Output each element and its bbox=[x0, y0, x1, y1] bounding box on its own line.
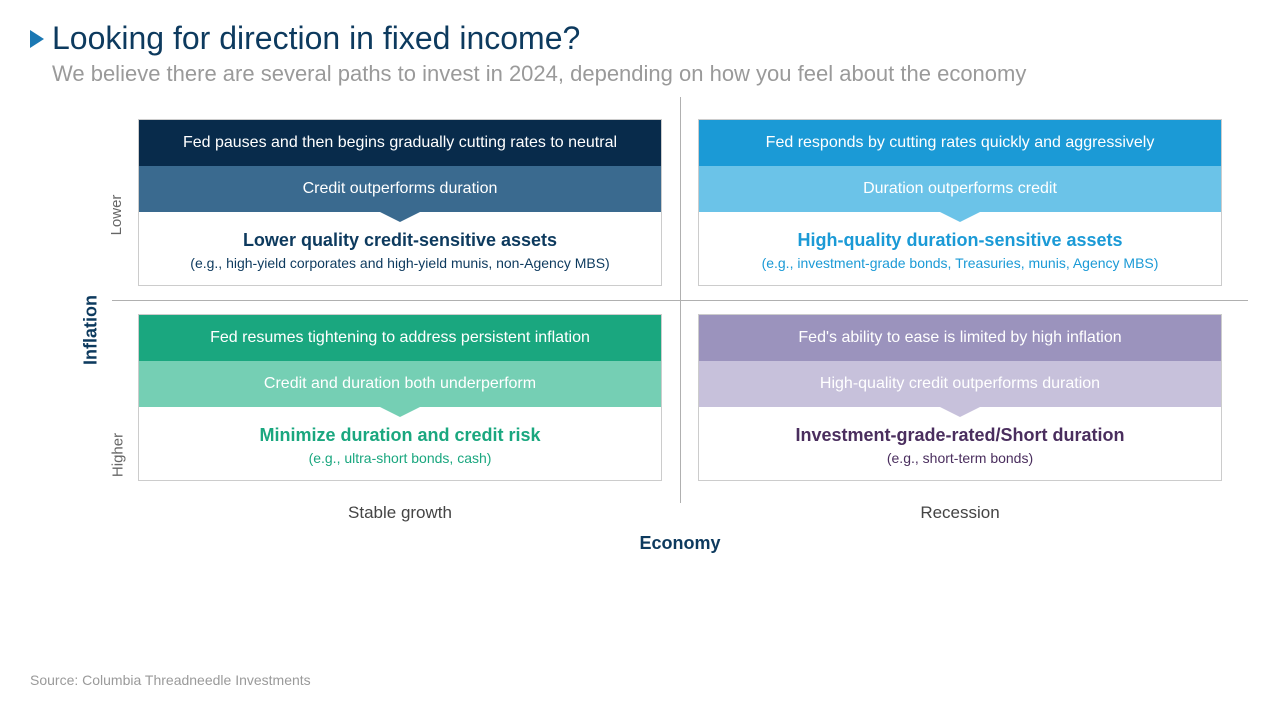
source-text: Source: Columbia Threadneedle Investment… bbox=[30, 672, 311, 688]
quadrant-top-right: Fed responds by cutting rates quickly an… bbox=[680, 105, 1240, 300]
bl-row3: Minimize duration and credit risk (e.g.,… bbox=[139, 407, 661, 480]
br-row1: Fed's ability to ease is limited by high… bbox=[699, 315, 1221, 361]
quadrant-bottom-right: Fed's ability to ease is limited by high… bbox=[680, 300, 1240, 495]
br-row2: High-quality credit outperforms duration bbox=[699, 361, 1221, 407]
br-bold: Investment-grade-rated/Short duration bbox=[707, 425, 1213, 446]
tr-bold: High-quality duration-sensitive assets bbox=[707, 230, 1213, 251]
y-axis-label: Inflation bbox=[81, 295, 102, 365]
br-sub: (e.g., short-term bonds) bbox=[707, 450, 1213, 466]
bl-row2: Credit and duration both underperform bbox=[139, 361, 661, 407]
tl-sub: (e.g., high-yield corporates and high-yi… bbox=[147, 255, 653, 271]
x-axis-ticks: Stable growth Recession bbox=[120, 503, 1240, 523]
tl-bold: Lower quality credit-sensitive assets bbox=[147, 230, 653, 251]
x-tick-right: Recession bbox=[680, 503, 1240, 523]
quadrant-top-left: Fed pauses and then begins gradually cut… bbox=[120, 105, 680, 300]
bl-bold: Minimize duration and credit risk bbox=[147, 425, 653, 446]
bl-row1: Fed resumes tightening to address persis… bbox=[139, 315, 661, 361]
quadrant-bottom-left: Fed resumes tightening to address persis… bbox=[120, 300, 680, 495]
matrix-container: Inflation Lower Higher Fed pauses and th… bbox=[120, 105, 1250, 554]
x-tick-left: Stable growth bbox=[120, 503, 680, 523]
x-axis-label: Economy bbox=[120, 533, 1240, 554]
tl-row2: Credit outperforms duration bbox=[139, 166, 661, 212]
bl-sub: (e.g., ultra-short bonds, cash) bbox=[147, 450, 653, 466]
tl-row3: Lower quality credit-sensitive assets (e… bbox=[139, 212, 661, 285]
title-arrow-icon bbox=[30, 30, 44, 48]
tl-row1: Fed pauses and then begins gradually cut… bbox=[139, 120, 661, 166]
header: Looking for direction in fixed income? W… bbox=[30, 20, 1250, 87]
br-row3: Investment-grade-rated/Short duration (e… bbox=[699, 407, 1221, 480]
tr-row3: High-quality duration-sensitive assets (… bbox=[699, 212, 1221, 285]
tr-row1: Fed responds by cutting rates quickly an… bbox=[699, 120, 1221, 166]
page-title: Looking for direction in fixed income? bbox=[52, 20, 580, 57]
quadrant-grid: Fed pauses and then begins gradually cut… bbox=[120, 105, 1240, 495]
tr-row2: Duration outperforms credit bbox=[699, 166, 1221, 212]
tr-sub: (e.g., investment-grade bonds, Treasurie… bbox=[707, 255, 1213, 271]
page-subtitle: We believe there are several paths to in… bbox=[52, 61, 1250, 87]
